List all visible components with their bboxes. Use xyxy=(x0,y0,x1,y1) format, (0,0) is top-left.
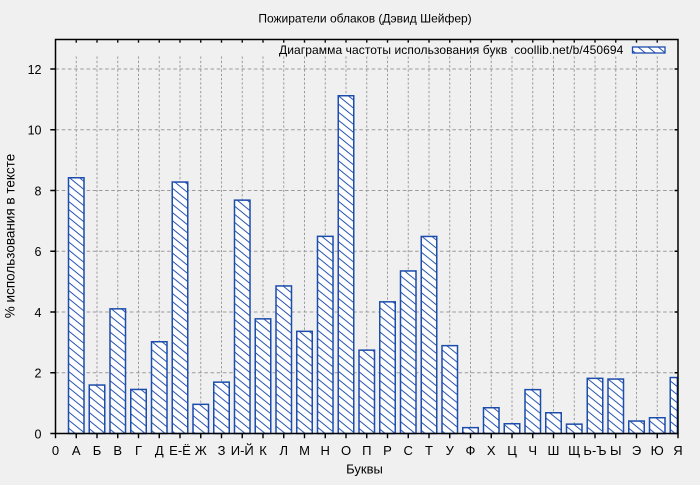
svg-text:З: З xyxy=(218,443,226,458)
svg-text:О: О xyxy=(341,443,351,458)
svg-text:Ч: Ч xyxy=(528,443,537,458)
svg-text:В: В xyxy=(113,443,122,458)
svg-text:Ф: Ф xyxy=(466,443,476,458)
svg-text:Ц: Ц xyxy=(507,443,517,458)
svg-text:П: П xyxy=(362,443,371,458)
svg-text:8: 8 xyxy=(35,184,42,198)
svg-text:С: С xyxy=(404,443,413,458)
svg-text:Щ: Щ xyxy=(568,443,580,458)
svg-text:Г: Г xyxy=(135,443,142,458)
svg-text:Л: Л xyxy=(279,443,288,458)
svg-text:И-Й: И-Й xyxy=(231,443,254,458)
svg-text:Т: Т xyxy=(425,443,433,458)
svg-text:Э: Э xyxy=(632,443,641,458)
svg-text:Н: Н xyxy=(321,443,330,458)
svg-text:Х: Х xyxy=(487,443,496,458)
svg-text:2: 2 xyxy=(35,367,42,381)
svg-text:К: К xyxy=(259,443,267,458)
svg-text:Ж: Ж xyxy=(195,443,207,458)
svg-text:12: 12 xyxy=(28,63,42,77)
svg-text:Ы: Ы xyxy=(610,443,622,458)
svg-text:М: М xyxy=(299,443,310,458)
svg-text:Ю: Ю xyxy=(651,443,664,458)
svg-text:Д: Д xyxy=(155,443,164,458)
svg-text:Я: Я xyxy=(673,443,682,458)
svg-text:Диаграмма частоты использовани: Диаграмма частоты использования букв coo… xyxy=(279,43,624,57)
svg-text:У: У xyxy=(446,443,455,458)
svg-text:Е-Ё: Е-Ё xyxy=(169,443,191,458)
svg-text:Буквы: Буквы xyxy=(346,462,383,477)
svg-text:Ш: Ш xyxy=(548,443,560,458)
svg-text:10: 10 xyxy=(28,124,42,138)
svg-text:Р: Р xyxy=(383,443,392,458)
svg-text:6: 6 xyxy=(35,245,42,259)
svg-text:Б: Б xyxy=(93,443,102,458)
svg-text:0: 0 xyxy=(35,427,42,441)
svg-text:% использования в тексте: % использования в тексте xyxy=(3,154,18,318)
svg-text:А: А xyxy=(72,443,81,458)
svg-text:0: 0 xyxy=(52,443,59,458)
svg-text:Ь-Ъ: Ь-Ъ xyxy=(583,443,606,458)
svg-text:Пожиратели облаков (Дэвид Шейф: Пожиратели облаков (Дэвид Шейфер) xyxy=(258,12,471,26)
svg-text:4: 4 xyxy=(35,306,42,320)
